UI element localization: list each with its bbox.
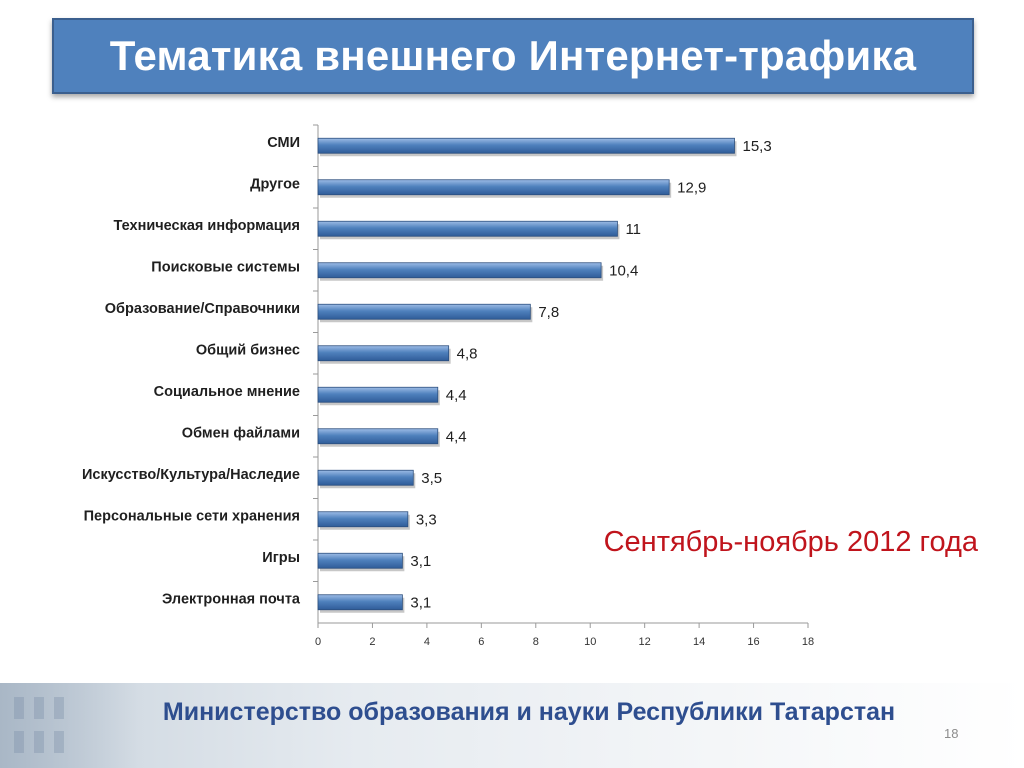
- value-label: 7,8: [538, 304, 559, 321]
- category-label: Общий бизнес: [196, 342, 300, 358]
- value-label: 10,4: [609, 262, 638, 279]
- period-caption: Сентябрь-ноябрь 2012 года: [603, 526, 978, 558]
- bar: [317, 594, 403, 611]
- category-label: Искусство/Культура/Наследие: [82, 467, 300, 483]
- bar: [317, 469, 414, 486]
- category-label: Поисковые системы: [151, 259, 300, 275]
- value-label: 11: [625, 221, 641, 238]
- bar: [317, 137, 735, 154]
- bar: [317, 552, 403, 569]
- x-tick-label: 10: [584, 636, 596, 648]
- x-tick-label: 4: [424, 636, 430, 648]
- value-label: 3,1: [410, 594, 431, 611]
- x-tick-label: 2: [369, 636, 375, 648]
- x-tick-label: 8: [533, 636, 539, 648]
- building-image: [0, 683, 140, 768]
- x-tick-label: 14: [693, 636, 705, 648]
- category-label: Социальное мнение: [154, 384, 300, 400]
- bar-chart: 0 2 4 6 8 10 12 14 16 18 СМИ 15,3 Другое 12,9 Техничес…: [82, 124, 814, 648]
- value-label: 4,4: [446, 428, 467, 445]
- category-label: Обмен файлами: [182, 425, 300, 441]
- category-label: Техническая информация: [114, 218, 301, 234]
- category-label: Электронная почта: [162, 591, 301, 607]
- value-label: 3,5: [421, 470, 442, 487]
- bar: [317, 179, 670, 196]
- value-label: 3,1: [410, 553, 431, 570]
- page-title: Тематика внешнего Интернет-трафика: [109, 32, 917, 79]
- footer-band: [0, 683, 1024, 768]
- value-label: 15,3: [743, 138, 772, 155]
- title-banner: Тематика внешнего Интернет-трафика: [52, 18, 974, 94]
- category-label: Образование/Справочники: [105, 301, 300, 317]
- bar: [317, 220, 618, 237]
- bar: [317, 511, 409, 528]
- value-label: 4,8: [457, 345, 478, 362]
- x-tick-label: 6: [478, 636, 484, 648]
- category-label: Персональные сети хранения: [84, 508, 300, 524]
- bar: [317, 262, 602, 279]
- x-tick-label: 12: [639, 636, 651, 648]
- x-tick-label: 18: [802, 636, 814, 648]
- page-number: 18: [944, 726, 959, 741]
- bar: [317, 386, 439, 403]
- ministry-name: Министерство образования и науки Республ…: [162, 698, 896, 726]
- bar: [317, 345, 450, 362]
- category-label: Другое: [250, 176, 300, 192]
- category-label: Игры: [262, 550, 300, 566]
- x-tick-label: 0: [315, 636, 321, 648]
- bar: [317, 428, 439, 445]
- category-label: СМИ: [267, 135, 300, 151]
- value-label: 12,9: [677, 179, 706, 196]
- x-tick-label: 16: [747, 636, 759, 648]
- value-label: 4,4: [446, 387, 467, 404]
- value-label: 3,3: [416, 511, 437, 528]
- bar: [317, 303, 531, 320]
